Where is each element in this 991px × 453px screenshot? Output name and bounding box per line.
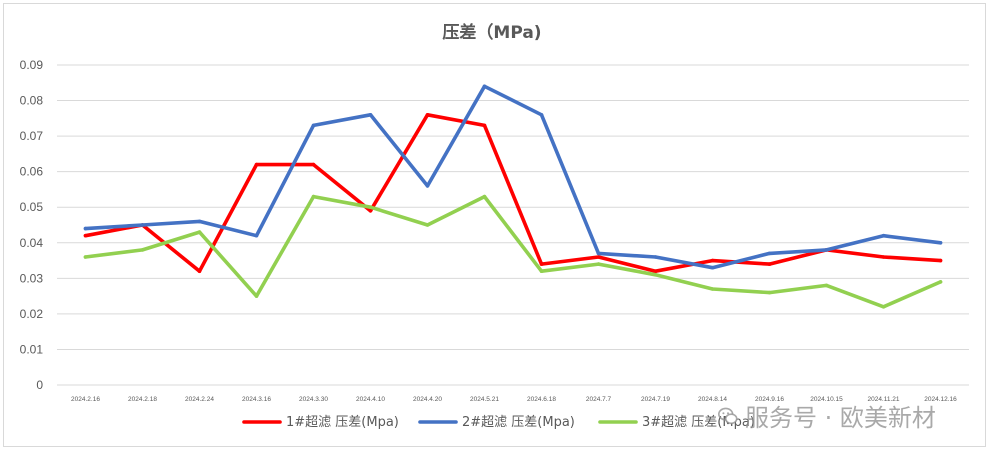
data-point bbox=[539, 269, 544, 274]
y-tick-label: 0.02 bbox=[20, 307, 44, 321]
data-point bbox=[767, 290, 772, 295]
y-tick-label: 0.03 bbox=[20, 271, 44, 285]
y-tick-label: 0.01 bbox=[20, 342, 44, 356]
watermark: 服务号 · 欧美新材 bbox=[717, 398, 936, 433]
data-point bbox=[254, 162, 259, 167]
legend: 1#超滤 压差(Mpa) 2#超滤 压差(Mpa) 3#超滤 压差(Mpa) bbox=[242, 415, 755, 430]
chart-title: 压差（MPa) bbox=[442, 22, 541, 43]
watermark-text: 服务号 · 欧美新材 bbox=[745, 404, 936, 432]
x-tick-label: 2024.3.30 bbox=[299, 396, 328, 403]
data-point bbox=[881, 233, 886, 238]
wechat-icon bbox=[718, 407, 738, 424]
data-point bbox=[881, 304, 886, 309]
data-point bbox=[653, 255, 658, 259]
x-tick-label: 2024.9.16 bbox=[755, 396, 784, 403]
series-line-3 bbox=[83, 194, 943, 309]
data-point bbox=[197, 230, 202, 234]
data-point bbox=[710, 258, 715, 263]
data-point bbox=[254, 294, 259, 298]
x-tick-label: 2024.12.16 bbox=[924, 396, 957, 403]
x-tick-label: 2024.5.21 bbox=[470, 396, 499, 403]
gridlines bbox=[57, 64, 969, 386]
data-point bbox=[425, 184, 430, 188]
data-point bbox=[311, 162, 316, 167]
series-line-2 bbox=[83, 84, 943, 270]
data-point bbox=[482, 84, 487, 89]
data-point bbox=[140, 223, 145, 227]
data-point bbox=[824, 248, 829, 252]
data-point bbox=[368, 112, 373, 117]
data-point bbox=[710, 287, 715, 291]
x-tick-label: 2024.4.20 bbox=[413, 396, 442, 403]
x-tick-label: 2024.6.18 bbox=[527, 396, 556, 403]
data-point bbox=[539, 112, 544, 117]
chart-area: 压差（MPa) 0 0.01 0.02 0.03 0.04 0.05 0.06 0.07 0.0… bbox=[3, 3, 986, 447]
x-tick-label: 2024.7.19 bbox=[641, 396, 670, 403]
data-point bbox=[197, 269, 202, 274]
y-tick-label: 0.05 bbox=[20, 200, 44, 214]
x-tick-label: 2024.11.21 bbox=[867, 396, 899, 403]
legend-item: 1#超滤 压差(Mpa) bbox=[242, 415, 399, 430]
y-tick-label: 0.09 bbox=[20, 58, 44, 72]
data-point bbox=[767, 251, 772, 256]
x-tick-label: 2024.4.10 bbox=[356, 396, 385, 403]
y-tick-label: 0.08 bbox=[20, 94, 44, 108]
y-axis-ticks: 0 0.01 0.02 0.03 0.04 0.05 0.06 0.07 0.08 0.09 bbox=[20, 58, 44, 392]
legend-label: 2#超滤 压差(Mpa) bbox=[462, 415, 575, 430]
data-point bbox=[710, 265, 715, 270]
data-point bbox=[596, 251, 601, 256]
x-tick-label: 2024.2.18 bbox=[128, 396, 157, 403]
data-point bbox=[368, 205, 373, 210]
y-tick-label: 0.07 bbox=[20, 129, 44, 143]
data-point bbox=[83, 255, 88, 259]
data-point bbox=[311, 123, 316, 128]
data-point bbox=[197, 219, 202, 224]
data-point bbox=[596, 262, 601, 266]
data-point bbox=[596, 255, 601, 259]
data-point bbox=[938, 280, 943, 284]
data-point bbox=[140, 248, 145, 252]
data-point bbox=[425, 223, 430, 227]
data-point bbox=[767, 262, 772, 266]
data-point bbox=[254, 233, 259, 238]
data-point bbox=[83, 233, 88, 238]
data-point bbox=[482, 123, 487, 128]
data-point bbox=[482, 194, 487, 199]
data-point bbox=[881, 255, 886, 259]
x-tick-label: 2024.3.16 bbox=[242, 396, 271, 403]
data-point bbox=[938, 240, 943, 245]
data-point bbox=[653, 272, 658, 277]
series-line-1 bbox=[83, 113, 943, 274]
x-tick-label: 2024.2.24 bbox=[185, 396, 214, 403]
data-point bbox=[653, 269, 658, 274]
data-point bbox=[539, 262, 544, 266]
y-tick-label: 0 bbox=[36, 378, 43, 392]
data-point bbox=[368, 208, 373, 213]
data-point bbox=[425, 112, 430, 117]
x-tick-label: 2024.7.7 bbox=[586, 396, 612, 403]
y-tick-label: 0.06 bbox=[20, 165, 44, 179]
x-tick-label: 2024.8.14 bbox=[698, 396, 727, 403]
data-point bbox=[824, 283, 829, 288]
x-tick-label: 2024.10.15 bbox=[810, 396, 843, 403]
y-tick-label: 0.04 bbox=[20, 236, 44, 250]
data-point bbox=[83, 226, 88, 231]
data-point bbox=[938, 258, 943, 263]
legend-label: 1#超滤 压差(Mpa) bbox=[286, 415, 399, 430]
series-lines bbox=[83, 84, 943, 309]
x-tick-label: 2024.2.16 bbox=[71, 396, 100, 403]
x-axis-ticks: 2024.2.16 2024.2.18 2024.2.24 2024.3.16 2024… bbox=[71, 396, 957, 403]
legend-item: 2#超滤 压差(Mpa) bbox=[418, 415, 575, 430]
line-chart: 压差（MPa) 0 0.01 0.02 0.03 0.04 0.05 0.06 0.07 0.0… bbox=[20, 22, 969, 430]
data-point bbox=[311, 194, 316, 199]
